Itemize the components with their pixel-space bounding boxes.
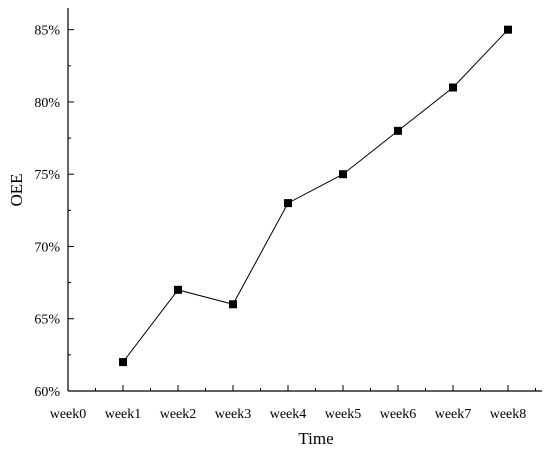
y-tick-label: 70% xyxy=(34,240,60,255)
data-point xyxy=(449,83,457,92)
x-tick-label: week0 xyxy=(50,407,87,422)
x-tick-label: week8 xyxy=(490,407,527,422)
x-axis-ticks: week0 week1 week2 week3 week4 week5 week6 week7… xyxy=(50,385,536,422)
y-tick-label: 85% xyxy=(34,24,60,39)
x-tick-label: week6 xyxy=(380,407,417,422)
data-point xyxy=(339,170,347,179)
data-point xyxy=(119,358,127,367)
y-tick-label: 65% xyxy=(34,313,60,328)
data-point xyxy=(394,126,402,135)
y-tick-label: 75% xyxy=(34,168,60,183)
x-tick-label: week1 xyxy=(105,407,142,422)
x-tick-label: week7 xyxy=(435,407,472,422)
x-axis-label: Time xyxy=(298,429,333,448)
x-tick-label: week5 xyxy=(325,407,362,422)
data-point xyxy=(504,25,512,34)
x-tick-label: week2 xyxy=(160,407,197,422)
data-point xyxy=(284,199,292,208)
y-axis-label: OEE xyxy=(7,173,26,206)
x-tick-label: week3 xyxy=(215,407,252,422)
data-point xyxy=(229,300,237,309)
series-line xyxy=(122,29,509,363)
x-tick-label: week4 xyxy=(270,407,307,422)
axes xyxy=(67,8,542,392)
y-tick-label: 80% xyxy=(34,96,60,111)
y-tick-label: 60% xyxy=(34,385,60,400)
data-point xyxy=(174,285,182,294)
series-oee xyxy=(119,25,512,367)
y-axis-ticks: 60% 65% 70% 75% 80% 85% xyxy=(34,24,74,400)
